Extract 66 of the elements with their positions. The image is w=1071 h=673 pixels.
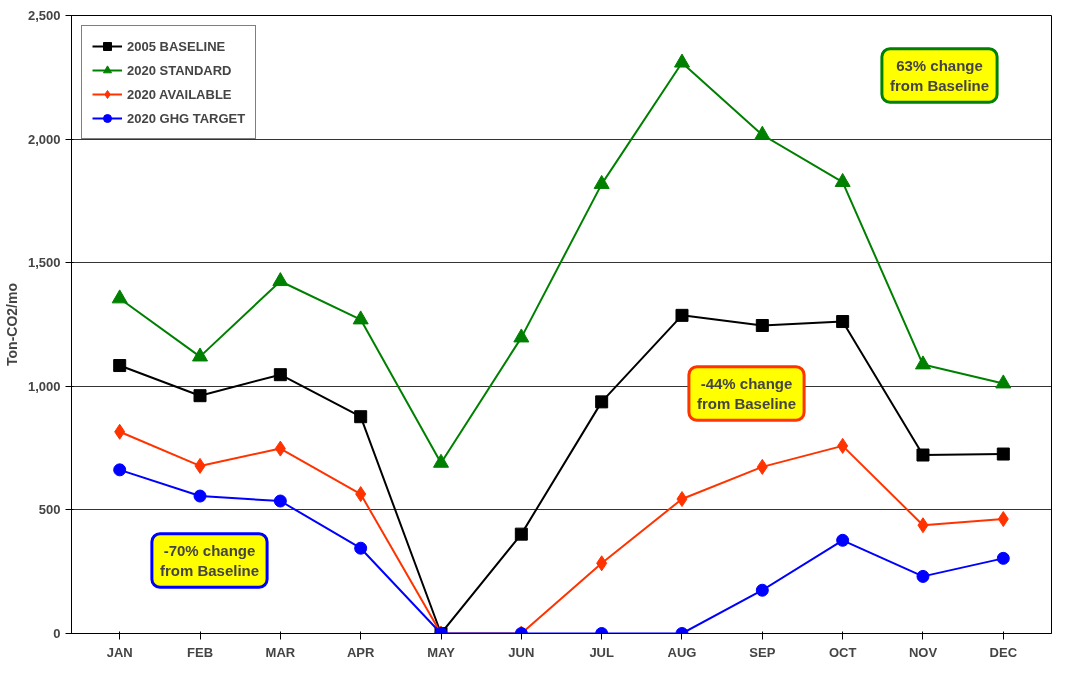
y-tick-label: 1,000 [27,378,61,394]
point [917,517,929,534]
point [513,328,530,343]
point [355,486,367,503]
point [193,389,207,403]
point [996,447,1010,461]
x-tick-label: MAY [427,644,456,660]
x-tick-label: APR [346,644,376,660]
point [114,423,126,440]
annotation: -44% change from Baseline [696,374,797,413]
point [755,318,769,332]
x-tick-label: FEB [187,644,214,660]
x-tick-label: SEP [749,644,776,660]
x-tick-label: MAR [265,644,296,660]
point [914,355,931,370]
legend-label: 2020 GHG TARGET [127,110,246,126]
point [675,308,689,322]
y-tick-label: 1,500 [27,255,61,271]
point [755,583,769,597]
point [995,374,1012,389]
x-tick-label: NOV [908,644,938,660]
y-tick-label: 2,000 [27,131,61,147]
legend-label: 2020 STANDARD [127,62,232,78]
point [996,551,1010,565]
point [676,491,688,508]
x-tick-label: DEC [989,644,1018,660]
point [514,527,528,541]
point [916,569,930,583]
point [997,511,1009,528]
x-tick-label: JUL [589,644,614,660]
point [354,410,368,424]
point [673,53,690,68]
point [194,457,206,474]
point [595,395,609,409]
legend-label: 2020 AVAILABLE [127,86,232,102]
point [834,172,851,187]
point [352,310,369,325]
point [354,541,368,555]
point [837,437,849,454]
point [596,555,608,572]
point [274,440,286,457]
point [193,489,207,503]
point [273,494,287,508]
x-tick-label: JAN [106,644,133,660]
x-tick-label: AUG [667,644,697,660]
point [111,289,128,304]
point [273,368,287,382]
point [916,448,930,462]
point [113,463,127,477]
x-tick-label: OCT [828,644,857,660]
point [836,315,850,329]
point [113,359,127,373]
annotation: 63% change from Baseline [889,56,990,95]
y-tick-label: 0 [53,626,61,641]
point [836,533,850,547]
y-axis-title: Ton-CO2/mo [3,283,20,366]
y-tick-label: 500 [38,502,61,518]
legend-label: 2005 BASELINE [127,38,226,54]
point [593,174,610,189]
point [272,272,289,287]
point [754,125,771,140]
y-tick-label: 2,500 [27,8,61,23]
point [756,458,768,475]
x-tick-label: JUN [508,644,535,660]
point [192,347,209,362]
annotation: -70% change from Baseline [159,541,260,580]
